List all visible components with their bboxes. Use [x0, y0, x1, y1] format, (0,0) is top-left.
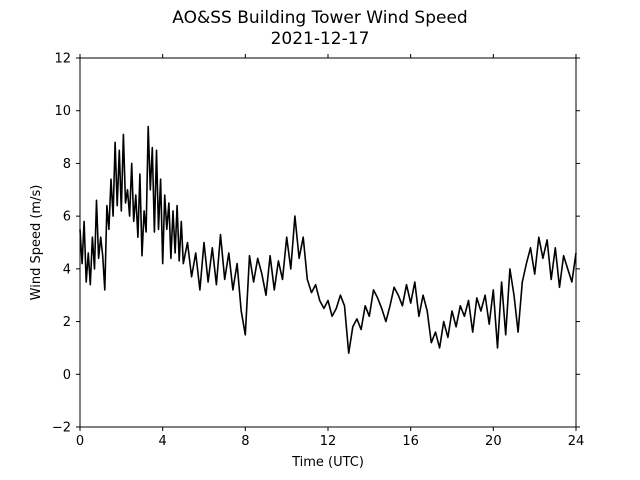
x-tick-label: 4 [159, 434, 167, 449]
x-tick-label: 24 [568, 434, 585, 449]
series-layer [79, 125, 577, 355]
y-tick-label: 12 [54, 52, 71, 67]
series-line-0 [79, 125, 577, 355]
y-tick-label: 2 [63, 315, 71, 330]
x-axis-label: Time (UTC) [291, 455, 364, 470]
chart-title: AO&SS Building Tower Wind Speed [172, 8, 468, 28]
chart-subtitle: 2021-12-17 [270, 29, 370, 49]
y-axis-label: Wind Speed (m/s) [29, 185, 44, 301]
x-tick-label: 20 [485, 434, 502, 449]
y-tick-label: 0 [63, 368, 71, 383]
x-tick-label: 12 [320, 434, 337, 449]
y-tick-label: 4 [63, 262, 71, 277]
x-tick-label: 8 [241, 434, 249, 449]
y-tick-label: −2 [52, 421, 71, 436]
y-tick-label: 6 [63, 210, 71, 225]
x-tick-label: 16 [402, 434, 419, 449]
x-axis: 0 4 8 12 16 20 24 [76, 54, 584, 449]
y-axis: −2 0 2 4 6 8 10 12 [52, 52, 580, 436]
y-tick-label: 10 [54, 104, 71, 119]
x-tick-label: 0 [76, 434, 84, 449]
axes-frame [79, 57, 577, 428]
y-tick-label: 8 [63, 157, 71, 172]
